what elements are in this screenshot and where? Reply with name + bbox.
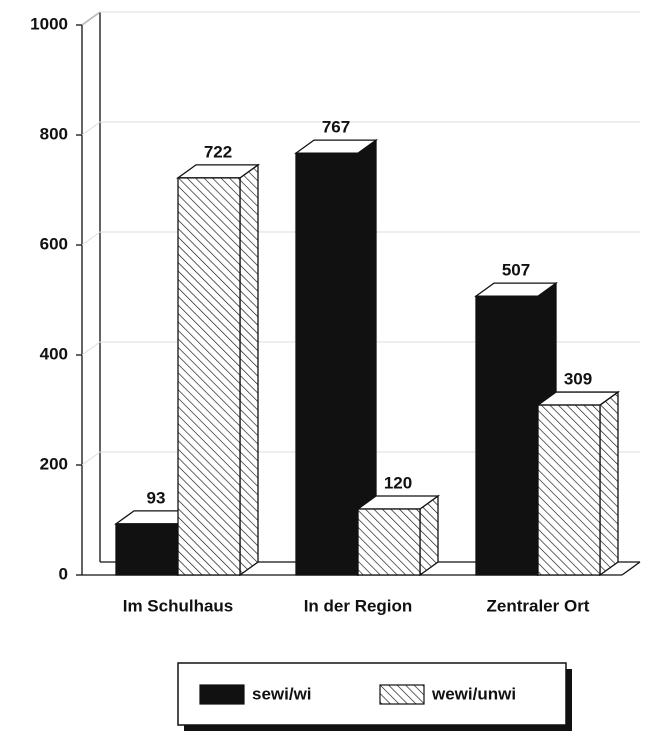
y-tick-label: 200	[40, 454, 68, 473]
bar	[537, 404, 601, 576]
y-tick-label: 600	[40, 234, 68, 253]
bar	[177, 177, 241, 576]
bar	[475, 295, 539, 576]
x-tick-label: Zentraler Ort	[487, 596, 590, 615]
bar	[115, 523, 179, 576]
legend-label: wewi/unwi	[431, 684, 516, 703]
y-tick-label: 400	[40, 344, 68, 363]
bar	[295, 152, 359, 576]
grid-line	[81, 11, 640, 26]
value-label: 722	[204, 142, 232, 161]
bar-side	[239, 163, 259, 577]
legend-label: sewi/wi	[252, 684, 312, 703]
bar	[357, 508, 421, 576]
x-tick-label: Im Schulhaus	[123, 596, 234, 615]
bar-side	[599, 390, 619, 577]
floor-edge	[621, 561, 641, 576]
legend-swatch	[379, 684, 425, 705]
y-tick-label: 800	[40, 124, 68, 143]
grid-line	[81, 341, 640, 356]
value-label: 120	[384, 473, 412, 492]
grid-line	[81, 121, 640, 136]
grid-line	[81, 231, 640, 246]
y-tick-label: 1000	[30, 14, 68, 33]
grid-line	[81, 451, 640, 466]
legend-box	[177, 662, 567, 726]
value-label: 767	[322, 118, 350, 137]
value-label: 93	[147, 488, 166, 507]
legend-swatch	[199, 684, 245, 705]
y-tick-label: 0	[59, 564, 68, 583]
x-tick-label: In der Region	[304, 596, 413, 615]
value-label: 309	[564, 370, 592, 389]
value-label: 507	[502, 261, 530, 280]
